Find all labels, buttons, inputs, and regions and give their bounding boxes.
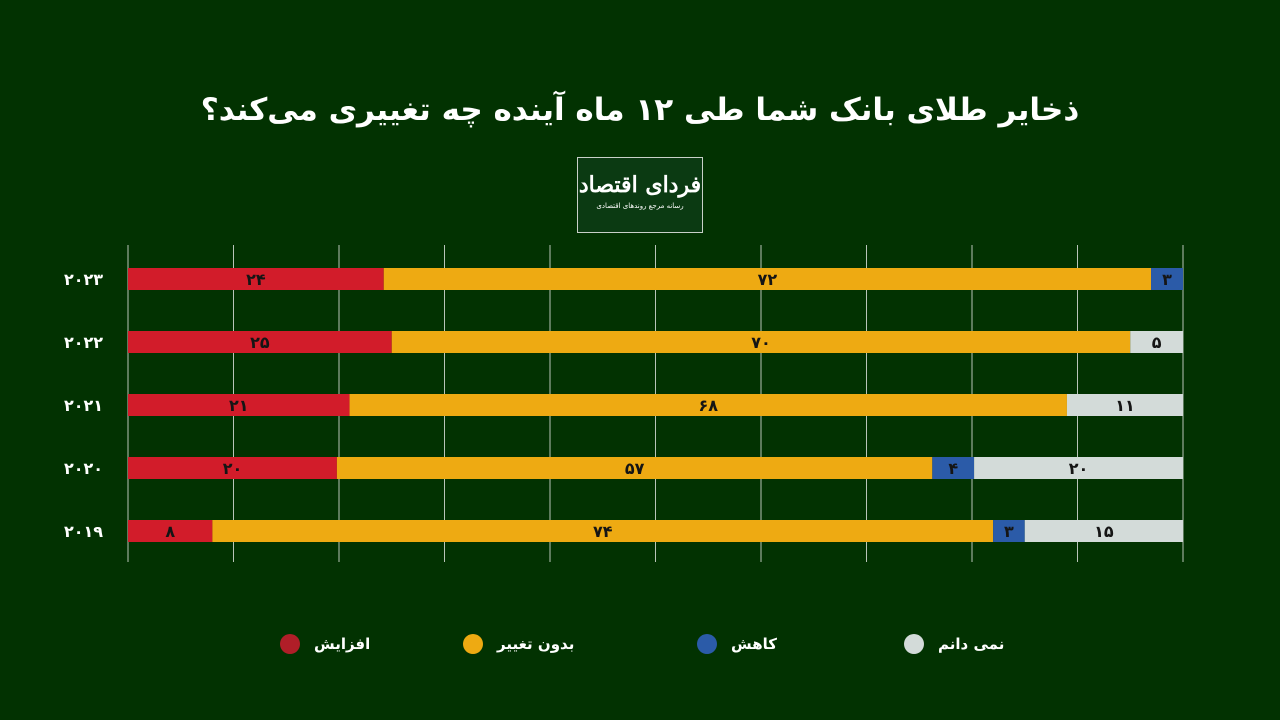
legend-item-no-change: بدون تغییر: [463, 634, 574, 654]
bar-segment: [212, 520, 994, 542]
data-label: ۲۰: [223, 459, 243, 478]
bar-segment: [1130, 331, 1183, 353]
bar-segment: [932, 457, 975, 479]
data-label: ۷۴: [593, 522, 613, 541]
data-label: ۲۰: [1069, 459, 1089, 478]
year-tick-label: ۲۰۲۱: [64, 396, 103, 415]
data-label: ۱۵: [1094, 522, 1114, 541]
bar-segment: [974, 457, 1183, 479]
year-tick-label: ۲۰۲۰: [64, 459, 103, 478]
legend-swatch: [904, 634, 924, 654]
data-label: ۳: [1162, 270, 1172, 289]
data-label: ۷۲: [758, 270, 778, 289]
legend-item-decrease: کاهش: [697, 634, 777, 654]
bar-segment: [128, 268, 384, 290]
data-label: ۴: [948, 459, 958, 478]
data-label: ۲۱: [229, 396, 249, 415]
data-label: ۶۸: [698, 396, 718, 415]
bar-segment: [993, 520, 1025, 542]
data-label: ۳: [1004, 522, 1014, 541]
data-label: ۲۴: [246, 270, 266, 289]
bar-segment: [128, 394, 350, 416]
data-label: ۵۷: [625, 459, 645, 478]
data-label: ۱۱: [1115, 396, 1135, 415]
year-tick-label: ۲۰۱۹: [64, 522, 103, 541]
bar-segment: [128, 331, 392, 353]
legend-item-increase: افزایش: [280, 634, 370, 654]
data-label: ۸: [165, 522, 175, 541]
bar-segment: [1151, 268, 1183, 290]
bar-segment: [128, 520, 213, 542]
legend-swatch: [280, 634, 300, 654]
legend-swatch: [463, 634, 483, 654]
legend-label: بدون تغییر: [497, 635, 575, 653]
legend-swatch: [697, 634, 717, 654]
chart-title: ذخایر طلای بانک شما طی ۱۲ ماه آینده چه ت…: [200, 92, 1080, 128]
bar-segment: [1066, 394, 1183, 416]
bar-segment: [383, 268, 1152, 290]
bar-segment: [128, 457, 337, 479]
bar-segment: [349, 394, 1067, 416]
bar-segment: [391, 331, 1131, 353]
bar-segment: [1024, 520, 1183, 542]
bar-segment: [336, 457, 933, 479]
logo-subtitle: رسانه مرجع روندهای اقتصادی: [596, 202, 684, 210]
data-label: ۷۰: [751, 333, 771, 352]
year-tick-label: ۲۰۲۲: [64, 333, 103, 352]
legend-label: کاهش: [731, 635, 777, 653]
logo-text: فردای اقتصاد: [578, 172, 702, 198]
logo: فردای اقتصاد رسانه مرجع روندهای اقتصادی: [577, 157, 703, 233]
legend-label: نمی دانم: [938, 635, 1005, 653]
year-tick-label: ۲۰۲۳: [64, 270, 103, 289]
data-label: ۲۵: [250, 333, 270, 352]
data-label: ۵: [1152, 333, 1162, 352]
legend-label: افزایش: [314, 635, 371, 653]
legend-item-dont-know: نمی دانم: [904, 634, 1004, 654]
